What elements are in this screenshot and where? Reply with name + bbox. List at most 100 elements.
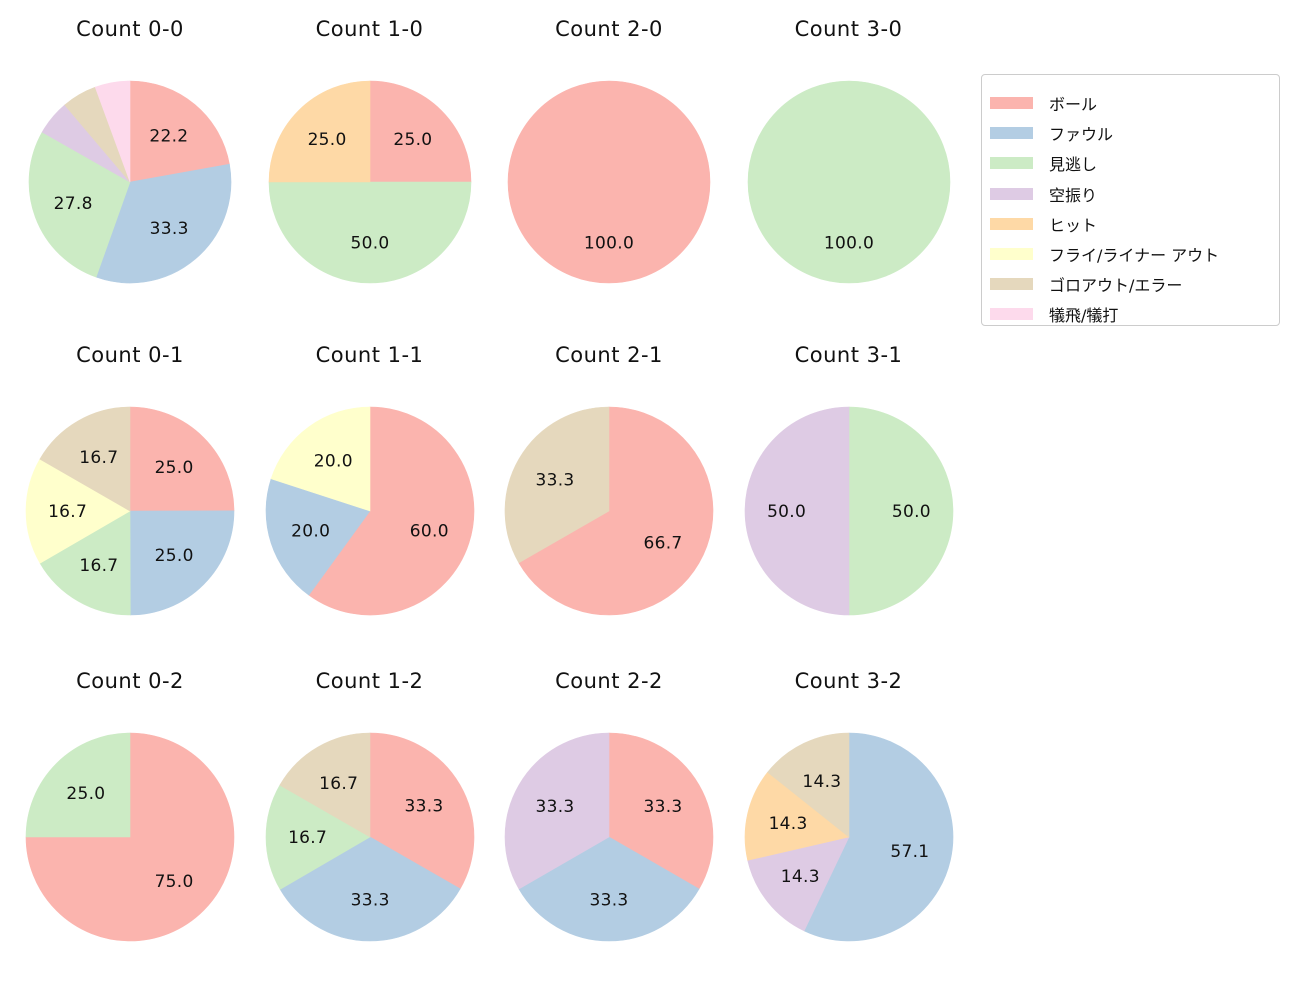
slice-label-count-0-0: 27.8 <box>54 194 93 214</box>
pie-slice-count-2-1 <box>504 406 610 564</box>
pie-slice-count-0-1 <box>129 510 235 616</box>
slice-label-count-0-1: 16.7 <box>48 502 87 522</box>
slice-label-count-1-2: 16.7 <box>319 774 358 794</box>
slice-label-count-0-1: 16.7 <box>79 448 118 468</box>
pie-slice-count-0-2 <box>25 732 131 838</box>
pie-count-2-1: 66.7 33.3 <box>504 406 714 616</box>
pie-count-3-1: 50.0 50.0 <box>744 406 953 616</box>
chart-title-count-3-0: Count 3-0 <box>794 17 903 41</box>
chart-title-count-1-1: Count 1-1 <box>315 343 424 367</box>
legend-row-called-strike: 見逃し <box>990 148 1279 178</box>
slice-label-count-0-2: 25.0 <box>66 784 105 804</box>
pie-slice-count-0-1 <box>39 510 131 616</box>
chart-title-count-2-2: Count 2-2 <box>555 669 663 693</box>
pie-slice-count-3-1 <box>848 406 953 616</box>
pie-count-1-0: 25.0 50.0 25.0 <box>268 80 471 284</box>
pie-slice-count-0-0 <box>94 80 131 183</box>
legend-row-ball: ボール <box>990 88 1279 118</box>
slice-label-count-1-0: 25.0 <box>393 130 432 150</box>
slice-label-count-3-1: 50.0 <box>767 502 806 522</box>
legend-row-hit: ヒット <box>990 209 1279 239</box>
pie-slice-count-3-2 <box>744 771 850 861</box>
legend-swatch-hit <box>990 217 1033 230</box>
slice-label-count-0-2: 75.0 <box>155 872 194 892</box>
pie-slice-count-0-2 <box>25 732 235 942</box>
chart-title-count-1-0: Count 1-0 <box>315 17 424 41</box>
pie-slice-count-2-2 <box>608 732 714 890</box>
legend-swatch-swinging-strike <box>990 187 1033 200</box>
slice-label-count-3-0: 100.0 <box>823 234 873 254</box>
pie-slice-count-1-2 <box>369 732 474 890</box>
chart-title-count-0-0: Count 0-0 <box>76 17 184 41</box>
pie-slice-count-1-2 <box>279 836 461 942</box>
chart-title-count-0-2: Count 0-2 <box>76 669 184 693</box>
pie-slice-count-1-1 <box>270 406 370 512</box>
slice-label-count-1-1: 20.0 <box>313 451 352 471</box>
pie-slice-count-1-2 <box>265 784 371 890</box>
slice-label-count-2-2: 33.3 <box>589 890 628 910</box>
pie-slice-count-1-0 <box>369 80 471 183</box>
pie-slice-count-3-2 <box>766 732 849 838</box>
chart-title-count-2-0: Count 2-0 <box>555 17 663 41</box>
legend-label-called-strike: 見逃し <box>1049 155 1098 175</box>
pie-count-1-1: 60.0 20.0 20.0 <box>265 406 474 616</box>
legend-label-foul: ファウル <box>1049 125 1114 145</box>
slice-label-count-2-1: 33.3 <box>535 471 574 491</box>
pie-count-3-2: 57.1 14.3 14.3 14.3 <box>744 732 953 942</box>
pie-slice-count-0-1 <box>25 458 131 564</box>
pie-slice-count-0-0 <box>129 80 230 183</box>
pie-count-0-0: 22.2 33.3 27.8 <box>28 80 232 284</box>
pie-slice-count-1-2 <box>278 732 370 838</box>
legend-label-sacrifice: 犠飛/犠打 <box>1049 306 1119 326</box>
slice-label-count-1-2: 33.3 <box>404 797 443 817</box>
legend-swatch-groundout-error <box>990 278 1033 291</box>
slice-label-count-2-2: 33.3 <box>643 797 682 817</box>
slice-label-count-3-1: 50.0 <box>891 502 930 522</box>
slice-label-count-3-2: 14.3 <box>802 772 841 792</box>
legend-swatch-called-strike <box>990 157 1033 170</box>
pie-slice-count-1-1 <box>307 406 474 616</box>
legend-swatch-foul <box>990 127 1033 140</box>
pie-slice-count-0-0 <box>28 131 131 278</box>
pie-slice-count-1-0 <box>268 181 471 284</box>
pie-count-2-0: 100.0 <box>507 80 711 284</box>
pie-slice-count-1-0 <box>268 80 370 183</box>
slice-label-count-2-0: 100.0 <box>584 234 634 254</box>
legend-label-groundout-error: ゴロアウト/エラー <box>1049 276 1183 296</box>
slice-label-count-1-2: 16.7 <box>288 828 327 848</box>
pie-slice-count-0-1 <box>129 406 235 512</box>
slice-label-count-0-0: 22.2 <box>149 126 188 146</box>
slice-label-count-0-1: 16.7 <box>79 556 118 576</box>
pie-count-3-0: 100.0 <box>747 80 950 284</box>
legend-row-fly-liner-out: フライ/ライナー アウト <box>990 239 1279 269</box>
legend-row-groundout-error: ゴロアウト/エラー <box>990 269 1279 299</box>
slice-label-count-3-2: 57.1 <box>890 842 929 862</box>
slice-label-count-1-0: 50.0 <box>350 234 389 254</box>
pie-slice-count-3-1 <box>744 406 849 616</box>
legend-label-ball: ボール <box>1049 95 1098 115</box>
legend-label-swinging-strike: 空振り <box>1049 185 1098 205</box>
pie-slice-count-3-2 <box>803 732 953 942</box>
legend-label-fly-liner-out: フライ/ライナー アウト <box>1049 246 1220 266</box>
slice-label-count-0-1: 25.0 <box>155 546 194 566</box>
pie-slice-count-0-0 <box>95 163 232 284</box>
slice-label-count-1-1: 60.0 <box>409 521 448 541</box>
slice-label-count-1-2: 33.3 <box>350 890 389 910</box>
pie-slice-count-0-1 <box>39 406 131 512</box>
pie-slice-count-3-0 <box>747 80 950 284</box>
slice-label-count-3-2: 14.3 <box>780 867 819 887</box>
legend-swatch-fly-liner-out <box>990 248 1033 261</box>
chart-title-count-3-2: Count 3-2 <box>794 669 903 693</box>
pie-slice-count-2-0 <box>507 80 711 284</box>
slice-label-count-0-1: 25.0 <box>155 458 194 478</box>
pie-count-1-2: 33.3 33.3 16.7 16.7 <box>265 732 474 942</box>
legend-box: ボール ファウル 見逃し 空振り ヒット フライ/ライナー アウト ゴロアウト/… <box>981 74 1280 326</box>
slice-label-count-1-0: 25.0 <box>307 130 346 150</box>
pie-slice-count-1-1 <box>265 478 370 596</box>
pie-count-2-2: 33.3 33.3 33.3 <box>504 732 714 942</box>
chart-title-count-2-1: Count 2-1 <box>555 343 663 367</box>
legend-row-swinging-strike: 空振り <box>990 179 1279 209</box>
legend-row-sacrifice: 犠飛/犠打 <box>990 299 1279 329</box>
slice-label-count-2-2: 33.3 <box>535 797 574 817</box>
